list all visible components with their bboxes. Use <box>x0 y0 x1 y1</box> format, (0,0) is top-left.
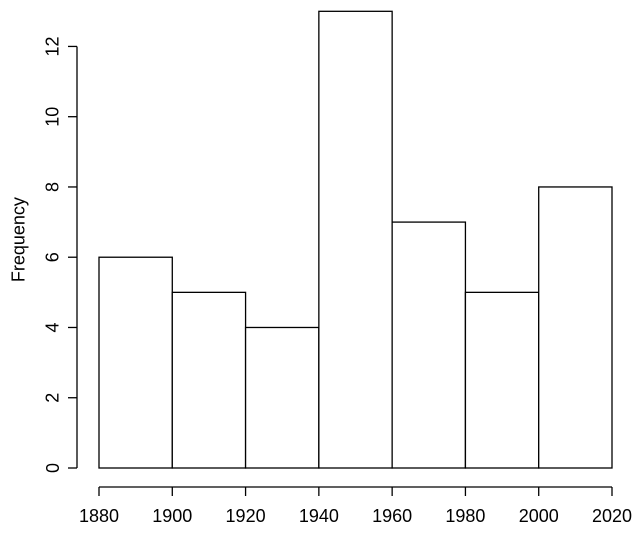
histogram-bar <box>98 256 173 469</box>
histogram-bar <box>464 291 540 469</box>
x-axis-tick-label: 1980 <box>445 506 485 526</box>
y-axis-tick-label: 6 <box>43 252 63 262</box>
y-axis-tick-label: 0 <box>43 463 63 473</box>
y-axis-title: Frequency <box>9 197 29 282</box>
x-axis-tick-label: 2000 <box>519 506 559 526</box>
histogram-bar <box>171 291 247 469</box>
y-axis-tick-label: 10 <box>43 107 63 127</box>
histogram-bar <box>244 326 320 469</box>
x-axis-tick-label: 1960 <box>372 506 412 526</box>
x-axis-tick-label: 2020 <box>592 506 632 526</box>
histogram-bar <box>538 186 613 469</box>
y-axis-tick-label: 12 <box>43 36 63 56</box>
x-axis-tick-label: 1880 <box>79 506 119 526</box>
histogram-bar <box>318 10 393 469</box>
y-axis-tick-label: 8 <box>43 182 63 192</box>
x-axis-tick-label: 1900 <box>152 506 192 526</box>
x-axis-tick-label: 1920 <box>226 506 266 526</box>
y-axis-tick-label: 4 <box>43 322 63 332</box>
y-axis-tick-label: 2 <box>43 393 63 403</box>
histogram-bar <box>391 221 467 469</box>
x-axis-tick-label: 1940 <box>299 506 339 526</box>
